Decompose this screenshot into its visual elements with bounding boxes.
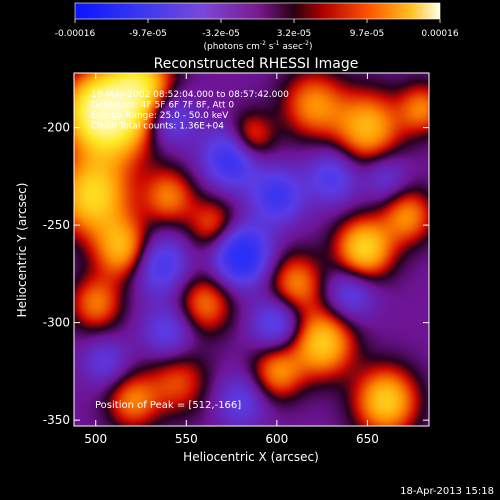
colorbar — [74, 2, 441, 20]
heatmap-image — [74, 73, 429, 426]
chart-title: Reconstructed RHESSI Image — [154, 56, 359, 72]
annotation-line: Energy Range: 25.0 - 50.0 keV — [91, 111, 229, 121]
annotation-line: Detectors: 4F 5F 6F 7F 8F, Att 0 — [91, 101, 234, 111]
annotation-line: 18-May-2002 08:52:04.000 to 08:57:42.000 — [91, 90, 289, 100]
y-tick-label: -300 — [43, 316, 70, 330]
peak-position-label: Position of Peak = [512,-166] — [95, 400, 241, 411]
annotation-block: 18-May-2002 08:52:04.000 to 08:57:42.000… — [91, 90, 289, 132]
annotation-line: Clean Total counts: 1.36E+04 — [91, 122, 224, 132]
x-tick-label: 600 — [265, 432, 288, 446]
x-axis-label: Heliocentric X (arcsec) — [183, 450, 319, 464]
colorbar-tick-label: -9.7e-05 — [129, 29, 167, 39]
colorbar-tick-label: -0.00016 — [55, 29, 96, 39]
x-tick-label: 650 — [356, 432, 379, 446]
y-tick-label: -200 — [43, 121, 70, 135]
y-tick-label: -350 — [43, 413, 70, 427]
colorbar-tick-label: 3.2e-05 — [277, 29, 312, 39]
render-timestamp: 18-Apr-2013 15:18 — [400, 486, 494, 497]
colorbar-unit: (photons cm-2 s-1 asec-2) — [203, 40, 312, 52]
colorbar-tick-label: 0.00016 — [421, 29, 458, 39]
colorbar-tick-label: -3.2e-05 — [202, 29, 240, 39]
colorbar-ticks: -0.00016 -9.7e-05 -3.2e-05 3.2e-05 9.7e-05 0.… — [55, 19, 459, 39]
y-tick-label: -250 — [43, 218, 70, 232]
y-axis-label: Heliocentric Y (arcsec) — [15, 183, 29, 318]
plot-frame — [73, 72, 430, 427]
x-tick-label: 500 — [84, 432, 107, 446]
colorbar-tick-label: 9.7e-05 — [350, 29, 385, 39]
y-axis: -200 -250 -300 -350 — [43, 121, 429, 427]
x-axis: 500 550 600 650 — [84, 73, 379, 446]
x-tick-label: 550 — [175, 432, 198, 446]
